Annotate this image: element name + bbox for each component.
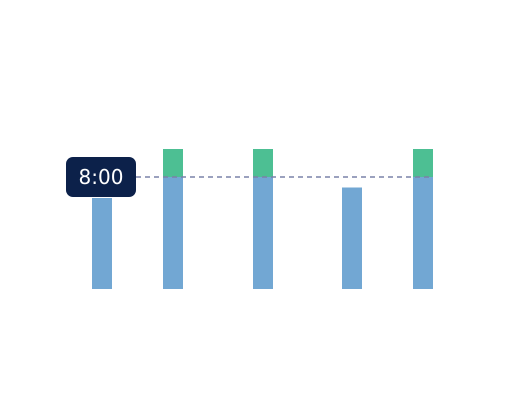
bar-5-segment-2 <box>413 149 433 177</box>
bar-1-segment-1 <box>92 198 112 289</box>
bar-2-segment-2 <box>163 149 183 177</box>
bar-3-segment-2 <box>253 149 273 177</box>
bar-5-segment-1 <box>413 177 433 289</box>
bar-2-segment-1 <box>163 177 183 289</box>
bar-3-segment-1 <box>253 177 273 289</box>
goal-label-background <box>66 157 136 197</box>
goal-label: 8:00 <box>66 157 136 197</box>
bars-group <box>92 149 433 289</box>
goal-label-text: 8:00 <box>79 165 124 189</box>
bar-4-segment-1 <box>342 187 362 289</box>
